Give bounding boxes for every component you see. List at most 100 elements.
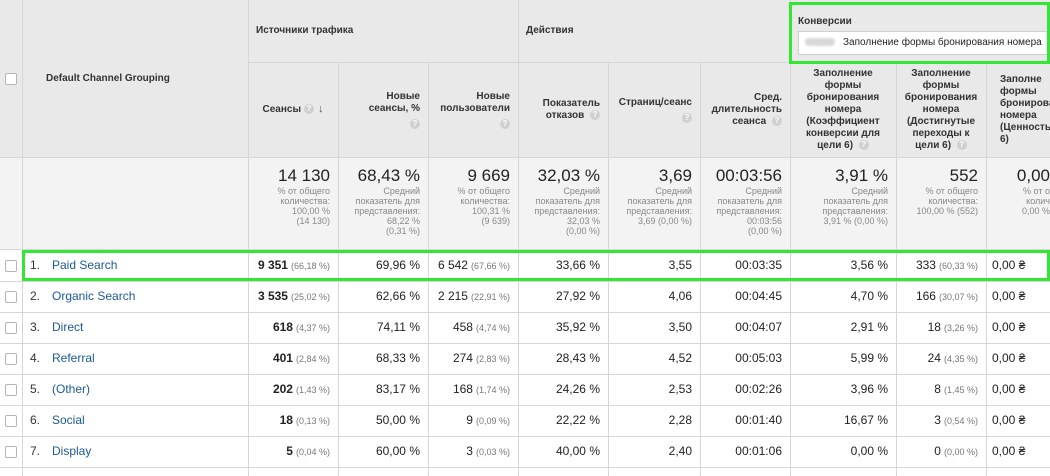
cell-value: 3 [934,413,941,427]
column-header-pages-per-session[interactable]: Страниц/сеанс? [618,96,692,123]
row-checkbox[interactable] [5,415,17,427]
cell-value: 00:03:35 [735,258,782,272]
column-header-avg-duration[interactable]: Сред. длительность сеанса ? [711,91,782,127]
cell-value: 00:01:06 [735,444,782,458]
row-checkbox[interactable] [5,353,17,365]
cell-goal-rate: 0,00 % [790,436,896,467]
total-goal_rate: 3,91 % Средний показатель для представления… [790,166,896,226]
cell-value: 0,00 ₴ [992,258,1026,272]
cell-goal-rate: 3,56 % [790,250,896,281]
column-header-new-sessions[interactable]: Новые сеансы, %? [368,90,420,129]
cell-percent: (1,45 %) [943,385,978,395]
channel-link[interactable]: Referral [52,351,95,365]
total-subtext: 68,22 % [386,216,420,226]
cell-value: 2,91 % [850,320,888,334]
cell-goal-comp: 0 (0,00 %) [896,436,986,467]
cell-new-users: 458 (4,74 %) [428,312,518,343]
table-row: 6. Social 18 (0,13 %) 50,00 % 9 (0,09 %) 22,22 … [0,405,1050,436]
cell-value: 69,96 % [375,258,420,272]
total-subtext: Средний [563,186,600,196]
total-subtext: показатель для [823,196,888,206]
cell-pages: 2,28 [608,405,700,436]
column-header-sessions[interactable]: Сеансы? ↓ [262,103,324,115]
cell-sessions: 618 (4,37 %) [248,312,338,343]
total-subtext: (9 639) [481,216,510,226]
cell-goal-value: 0,00 ₴ [986,281,1050,312]
cell-value: 22,22 % [555,413,600,427]
channel-link[interactable]: Organic Search [52,289,136,303]
help-icon[interactable]: ? [410,118,420,129]
row-checkbox[interactable] [5,322,17,334]
column-header-goal-rate[interactable]: Заполнение формы бронирования номера (Коэффи… [806,67,880,151]
help-icon[interactable]: ? [500,118,510,129]
cell-value: 0,00 ₴ [992,382,1026,396]
cell-value: 166 [915,289,936,303]
cell-goal-rate: 2,91 % [790,312,896,343]
help-icon[interactable]: ? [304,104,314,115]
column-header-bounce-rate[interactable]: Показатель отказов ? [542,97,600,121]
help-icon[interactable]: ? [858,139,869,150]
cell-value: 3 [466,444,473,458]
cell-duration: 00:02:26 [700,374,790,405]
column-header-goal-value[interactable]: Заполне формы бронирова номера (Ценность 6) [1000,73,1050,145]
row-checkbox[interactable] [5,260,17,272]
row-checkbox[interactable] [5,446,17,458]
table-row: 4. Referral 401 (2,84 %) 68,33 % 274 (2,83 %) 2… [0,343,1050,374]
cell-goal-comp: 24 (4,35 %) [896,343,986,374]
total-subtext: показатель для [717,196,782,206]
cell-pages: 4,52 [608,343,700,374]
cell-value: 68,33 % [375,351,420,365]
total-sessions: 14 130% от общего количества: 100,00 % (14 … [248,166,338,226]
total-subtext: 0,00 % [1021,206,1050,216]
row-checkbox[interactable] [5,291,17,303]
channel-link[interactable]: Paid Search [52,258,118,272]
column-header-goal-completions[interactable]: Заполнение формы бронирования номера (Достиг… [904,67,978,151]
cell-percent: (3,26 %) [943,323,978,333]
total-value: 00:03:56 [715,166,782,185]
total-subtext: (0,31 %) [385,226,420,236]
dimension-header[interactable]: Default Channel Grouping [46,73,170,84]
cell-value: 6 542 [437,258,468,272]
help-icon[interactable]: ? [772,115,782,126]
cell-value: 18 [279,413,293,427]
cell-percent: (0,54 %) [943,416,978,426]
cell-value: 2 215 [437,289,468,303]
row-number: 2. [30,289,41,303]
help-icon[interactable]: ? [956,139,967,150]
row-number: 4. [30,351,41,365]
table-row: 5. (Other) 202 (1,43 %) 83,17 % 168 (1,74 %) 24… [0,374,1050,405]
total-subtext: 100,00 % [291,206,330,216]
table-row: 3. Direct 618 (4,37 %) 74,11 % 458 (4,74 %) 35,… [0,312,1050,343]
cell-value: 9 351 [257,258,288,272]
total-subtext: представления: [534,206,600,216]
channel-link[interactable]: Direct [52,320,84,334]
cell-percent: (1,43 %) [295,385,330,395]
cell-percent: (25,02 %) [290,292,330,302]
cell-percent: (2,83 %) [475,354,510,364]
channel-link[interactable]: Display [52,444,92,458]
total-subtext: Средний [851,186,888,196]
table-row: 1. Paid Search 9 351 (66,18 %) 69,96 % 6 542(… [0,250,1050,281]
channel-link[interactable]: Social [52,413,85,427]
total-subtext: колич [1026,196,1050,206]
conversion-goal-select[interactable]: Заполнение формы бронирования номера [798,31,1050,55]
row-checkbox[interactable] [5,384,17,396]
cell-sessions: 401 (2,84 %) [248,343,338,374]
total-subtext: количества: [460,196,510,206]
total-subtext: % от общего [457,186,511,196]
cell-sessions: 18 (0,13 %) [248,405,338,436]
help-icon[interactable]: ? [590,109,600,120]
column-header-new-users[interactable]: Новые пользователи? [440,90,510,129]
select-all-checkbox[interactable] [5,73,17,85]
cell-percent: (66,18 %) [290,261,330,271]
cell-value: 35,92 % [555,320,600,334]
cell-value: 50,00 % [375,413,420,427]
cell-percent: (4,74 %) [475,323,510,333]
total-value: 32,03 % [537,166,600,185]
total-subtext: количества: [280,196,330,206]
help-icon[interactable]: ? [682,112,692,123]
row-number: 7. [30,444,41,458]
channel-link[interactable]: (Other) [52,382,91,396]
sort-down-icon[interactable]: ↓ [318,103,324,115]
